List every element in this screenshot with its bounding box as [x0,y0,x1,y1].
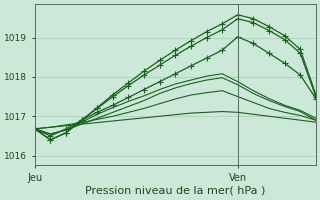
X-axis label: Pression niveau de la mer( hPa ): Pression niveau de la mer( hPa ) [85,186,266,196]
